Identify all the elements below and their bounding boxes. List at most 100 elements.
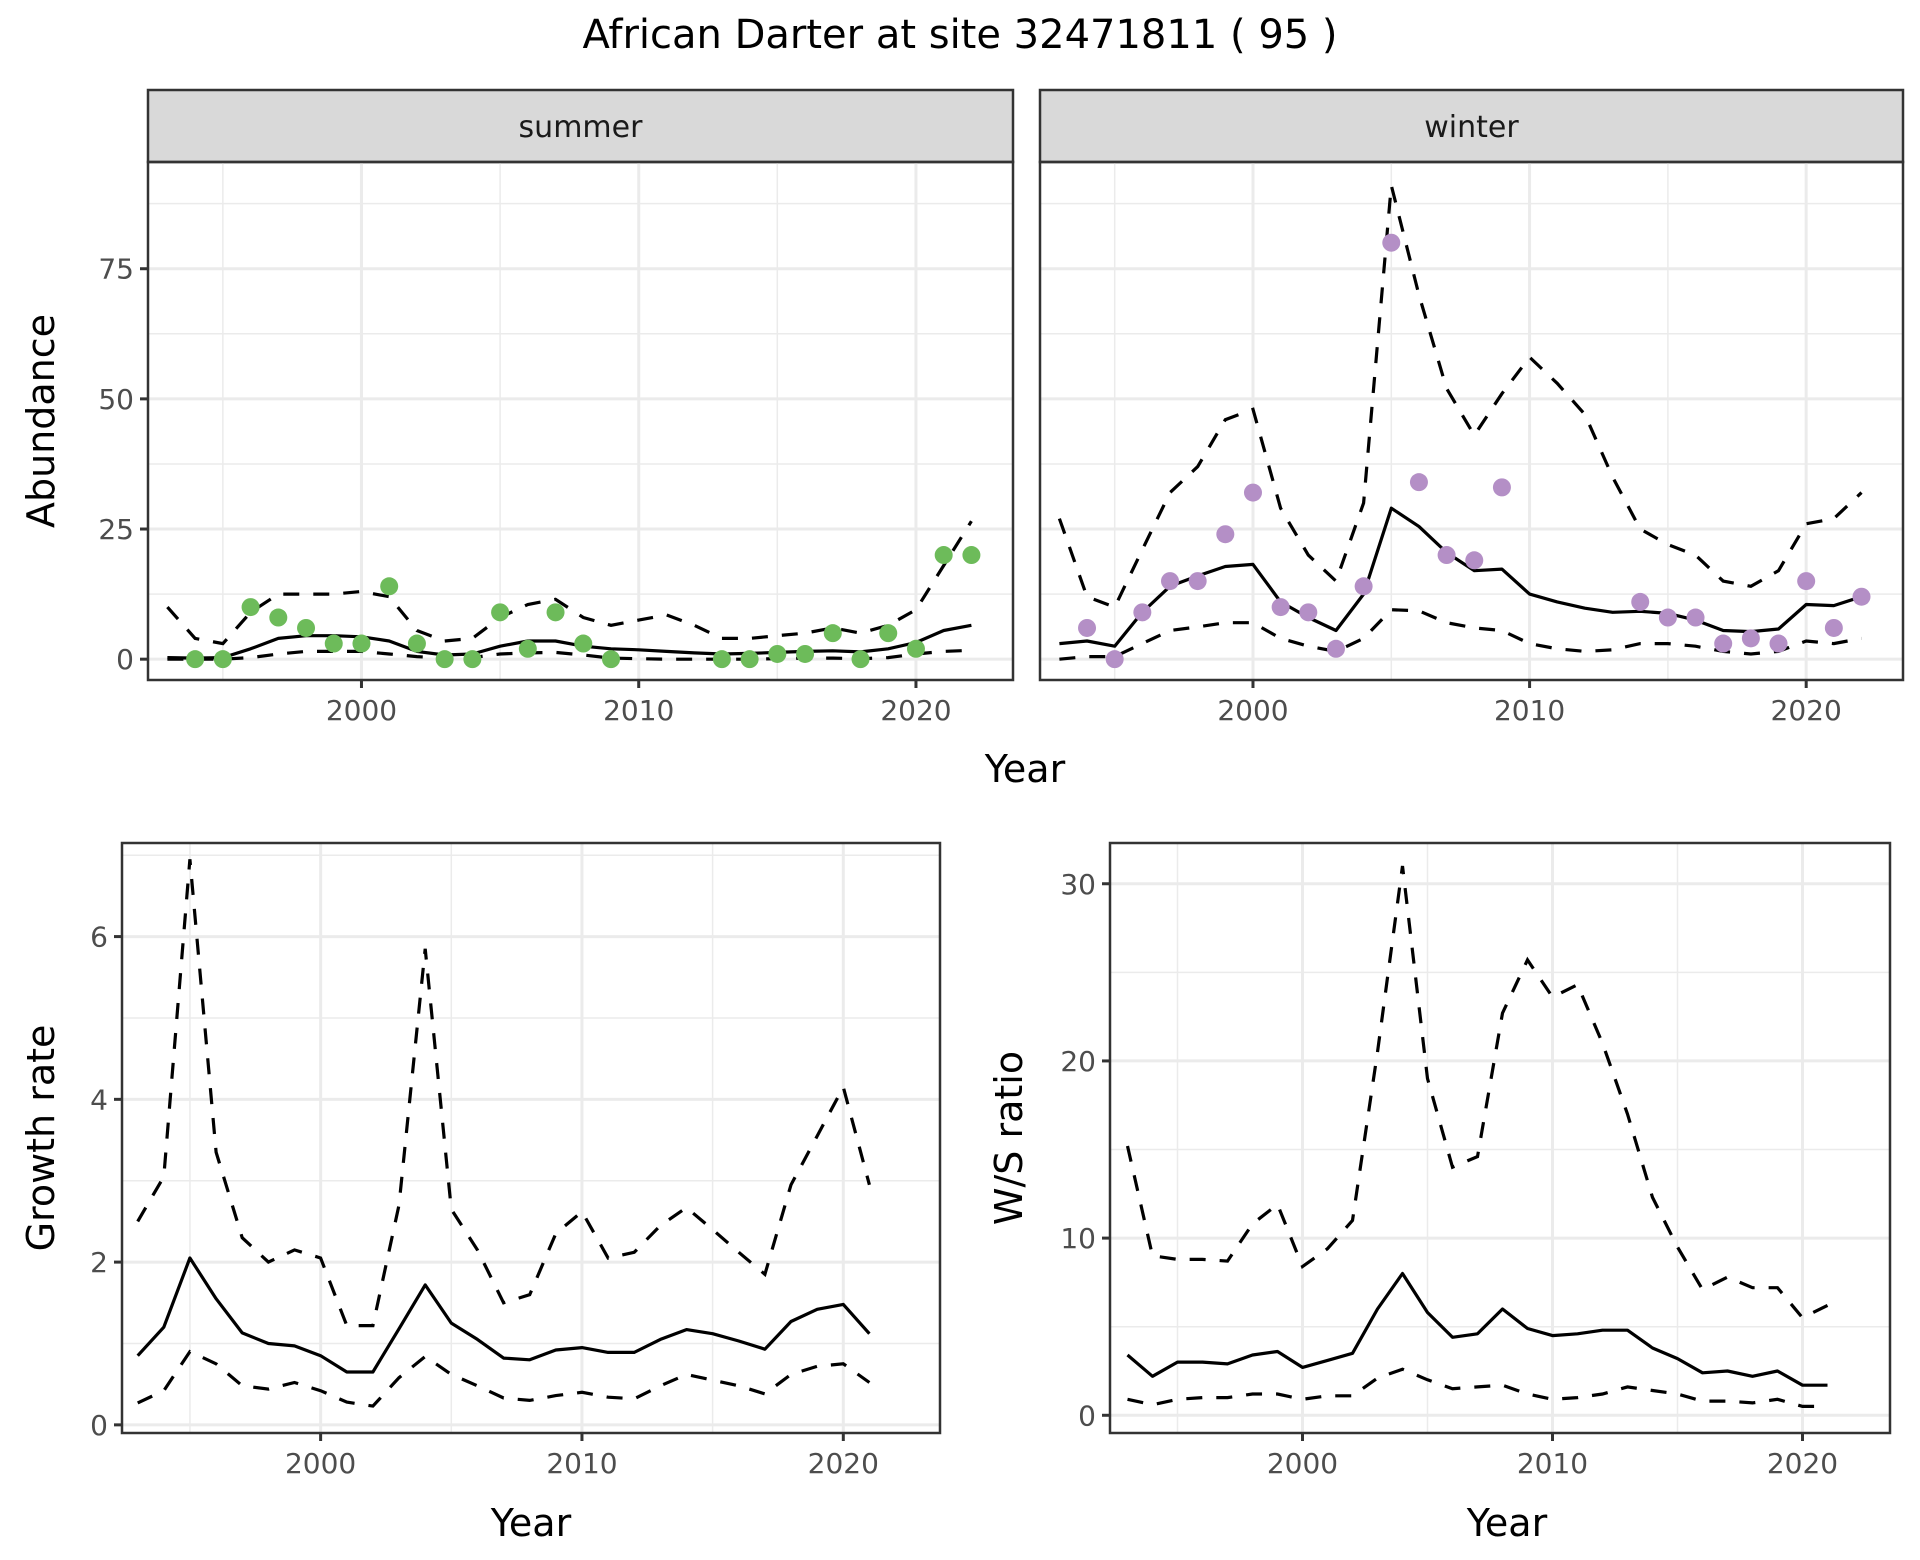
y-tick-label: 10 bbox=[1060, 1222, 1096, 1255]
x-axis: 2000 2010 2020 bbox=[1267, 1433, 1838, 1480]
y-axis: 0 25 50 75 bbox=[98, 253, 148, 676]
figure-title: African Darter at site 32471811 ( 95 ) bbox=[582, 12, 1337, 58]
facet-strip-label: summer bbox=[519, 110, 644, 145]
gridlines bbox=[148, 162, 1013, 680]
panel-border bbox=[146, 160, 1015, 682]
data-point bbox=[213, 650, 232, 669]
data-point bbox=[1078, 618, 1097, 637]
data-point bbox=[1188, 572, 1207, 591]
y-tick-label: 50 bbox=[98, 383, 134, 416]
data-point bbox=[1714, 634, 1733, 653]
gridlines bbox=[1110, 843, 1890, 1433]
data-point bbox=[186, 650, 205, 669]
y-tick-label: 75 bbox=[98, 253, 134, 286]
x-tick-label: 2010 bbox=[603, 694, 674, 727]
x-tick-label: 2020 bbox=[1771, 694, 1842, 727]
panel-border bbox=[1108, 841, 1892, 1435]
data-point bbox=[1409, 473, 1428, 492]
x-tick-label: 2020 bbox=[880, 694, 951, 727]
data-point bbox=[463, 650, 482, 669]
series-line-mean bbox=[136, 1256, 871, 1374]
data-point bbox=[1686, 608, 1705, 627]
plot-marks bbox=[136, 859, 871, 1408]
series-line-upper bbox=[136, 859, 871, 1328]
data-point bbox=[1852, 587, 1871, 606]
panel-abundance-winter: winter 2000 2010 2020 bbox=[1038, 88, 1905, 727]
x-axis-title-top: Year bbox=[984, 747, 1066, 791]
x-tick-label: 2010 bbox=[546, 1447, 617, 1480]
y-tick-label: 0 bbox=[116, 643, 134, 676]
panel-border bbox=[120, 841, 942, 1435]
panel-growth-rate: 2000 2010 2020 0 2 4 6 Growth rate Year bbox=[19, 841, 942, 1545]
data-point bbox=[1631, 592, 1650, 611]
x-tick-label: 2000 bbox=[1217, 694, 1288, 727]
x-tick-label: 2010 bbox=[1494, 694, 1565, 727]
facet-strip-label: winter bbox=[1424, 110, 1519, 145]
data-point bbox=[768, 644, 787, 663]
data-point bbox=[962, 546, 981, 565]
y-tick-label: 2 bbox=[90, 1246, 108, 1279]
y-tick-label: 6 bbox=[90, 921, 108, 954]
data-point bbox=[241, 598, 260, 617]
panel-ws-ratio: 2000 2010 2020 0 10 20 30 W/S ratio Year bbox=[987, 841, 1892, 1545]
x-tick-label: 2000 bbox=[326, 694, 397, 727]
data-point bbox=[1105, 650, 1124, 669]
data-point bbox=[601, 650, 620, 669]
data-point bbox=[1382, 233, 1401, 252]
y-tick-label: 25 bbox=[98, 513, 134, 546]
data-point bbox=[1797, 572, 1816, 591]
facet-strip-winter bbox=[1038, 88, 1905, 164]
x-axis: 2000 2010 2020 bbox=[326, 680, 952, 727]
series-line-upper bbox=[1125, 865, 1829, 1320]
series-line-lower bbox=[1059, 608, 1862, 661]
series-line-mean bbox=[1126, 1271, 1828, 1387]
data-point bbox=[1465, 551, 1484, 570]
x-tick-label: 2020 bbox=[1767, 1447, 1838, 1480]
data-point bbox=[380, 577, 399, 596]
data-point bbox=[1437, 546, 1456, 565]
gridlines bbox=[1040, 162, 1903, 680]
series-line-mean bbox=[167, 623, 972, 660]
series-line-lower bbox=[1127, 1367, 1828, 1408]
data-point bbox=[546, 603, 565, 622]
data-point bbox=[934, 546, 953, 565]
data-point bbox=[518, 639, 537, 658]
x-tick-label: 2000 bbox=[285, 1447, 356, 1480]
data-point bbox=[796, 644, 815, 663]
data-point bbox=[297, 618, 316, 637]
x-axis-title: Year bbox=[490, 1501, 572, 1545]
data-point bbox=[1161, 572, 1180, 591]
series-line-lower bbox=[137, 1349, 871, 1408]
y-axis: 0 10 20 30 bbox=[1060, 868, 1110, 1432]
data-point bbox=[1299, 603, 1318, 622]
data-point bbox=[1133, 603, 1152, 622]
plot-marks bbox=[1125, 865, 1829, 1408]
series-line-upper bbox=[166, 520, 973, 646]
panel-abundance-summer: summer 2000 2010 2020 0 25 50 75 Abundance bbox=[19, 88, 1015, 727]
data-point bbox=[324, 634, 343, 653]
data-point bbox=[906, 639, 925, 658]
data-point bbox=[1354, 577, 1373, 596]
y-axis-title: Growth rate bbox=[19, 1025, 63, 1252]
y-tick-label: 0 bbox=[90, 1409, 108, 1442]
data-point bbox=[1243, 483, 1262, 502]
y-axis-title: W/S ratio bbox=[987, 1051, 1031, 1225]
data-point bbox=[1658, 608, 1677, 627]
data-point bbox=[435, 650, 454, 669]
data-point bbox=[491, 603, 510, 622]
panel-border bbox=[1038, 160, 1905, 682]
data-point bbox=[269, 608, 288, 627]
x-axis: 2000 2010 2020 bbox=[1217, 680, 1842, 727]
y-tick-label: 0 bbox=[1078, 1399, 1096, 1432]
series-line-lower bbox=[167, 648, 972, 661]
data-point bbox=[1824, 618, 1843, 637]
data-point bbox=[407, 634, 426, 653]
plot-marks bbox=[1057, 185, 1871, 669]
y-axis-title: Abundance bbox=[19, 314, 63, 528]
data-point bbox=[1492, 478, 1511, 497]
data-point bbox=[1216, 525, 1235, 544]
data-point bbox=[574, 634, 593, 653]
x-tick-label: 2010 bbox=[1517, 1447, 1588, 1480]
facet-strip-summer bbox=[146, 88, 1015, 164]
